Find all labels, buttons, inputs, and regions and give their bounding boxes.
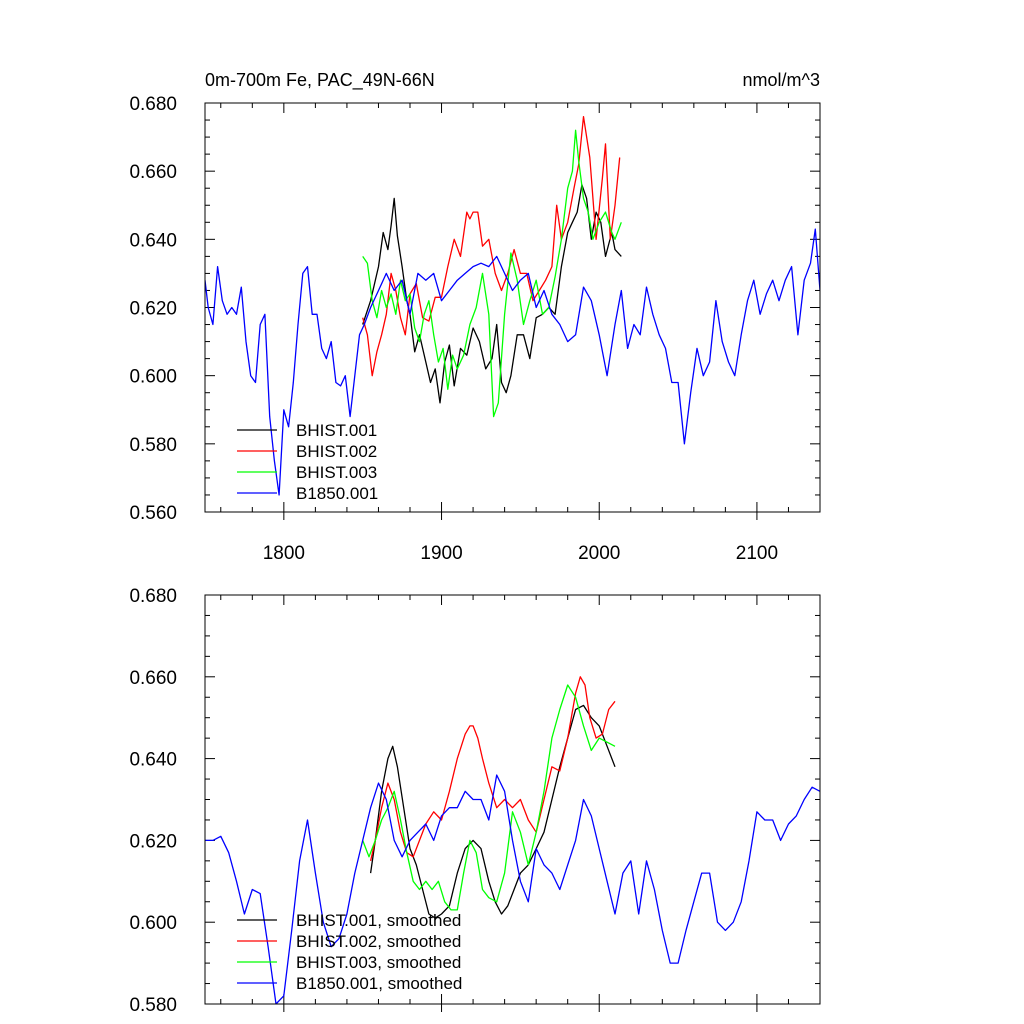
series-line-1 [369,676,616,862]
legend-label: BHIST.002 [296,442,377,461]
y-tick-label: 0.680 [129,586,177,607]
series-line-3 [205,774,820,1004]
bottom-panel: 0.580 0.600 0.620 0.640 0.660 0.680 BHIST.001… [129,586,821,1016]
x-tick-label: 1800 [263,543,305,564]
y-tick-label: 0.560 [129,503,177,524]
y-tick-label: 0.580 [129,435,177,456]
y-tick-label: 0.600 [129,913,177,934]
y-tick-label: 0.660 [129,162,177,183]
y-tick-label: 0.580 [129,995,177,1016]
top-series-lines [205,115,820,496]
y-tick-label: 0.660 [129,668,177,689]
legend-label: BHIST.003 [296,463,377,482]
top-chart-title: 0m-700m Fe, PAC_49N-66N [205,70,435,91]
y-tick-label: 0.680 [129,94,177,115]
y-tick-label: 0.640 [129,230,177,251]
top-plot-frame [204,102,821,513]
series-line-2 [362,684,616,911]
y-tick-label: 0.620 [129,299,177,320]
legend-label: BHIST.003, smoothed [296,953,461,972]
top-legend: BHIST.001 BHIST.002 BHIST.003 B1850.001 [237,421,378,503]
series-line-3 [205,228,820,496]
x-tick-label: 2100 [736,543,778,564]
legend-label: BHIST.002, smoothed [296,932,461,951]
x-tick-label: 2000 [578,543,620,564]
bottom-legend: BHIST.001, smoothed BHIST.002, smoothed BH… [237,911,462,993]
bottom-axes: 0.580 0.600 0.620 0.640 0.660 0.680 [129,586,821,1016]
x-tick-label: 1900 [420,543,462,564]
y-tick-label: 0.620 [129,831,177,852]
series-line-2 [362,129,622,418]
series-line-0 [362,184,622,404]
y-tick-label: 0.640 [129,750,177,771]
bottom-plot-frame [204,594,821,1005]
bottom-series-lines [205,676,820,1004]
top-axes: 0.560 0.580 0.600 0.620 0.640 0.660 0.680 1800 1… [129,94,821,564]
top-panel: 0m-700m Fe, PAC_49N-66N nmol/m^3 0.5600.… [129,70,821,564]
legend-label: BHIST.001 [296,421,377,440]
y-tick-label: 0.600 [129,367,177,388]
legend-label: BHIST.001, smoothed [296,911,461,930]
legend-label: B1850.001 [296,484,378,503]
series-line-0 [369,704,616,919]
legend-label: B1850.001, smoothed [296,974,462,993]
series-line-1 [362,115,621,377]
top-chart-units: nmol/m^3 [743,70,820,90]
